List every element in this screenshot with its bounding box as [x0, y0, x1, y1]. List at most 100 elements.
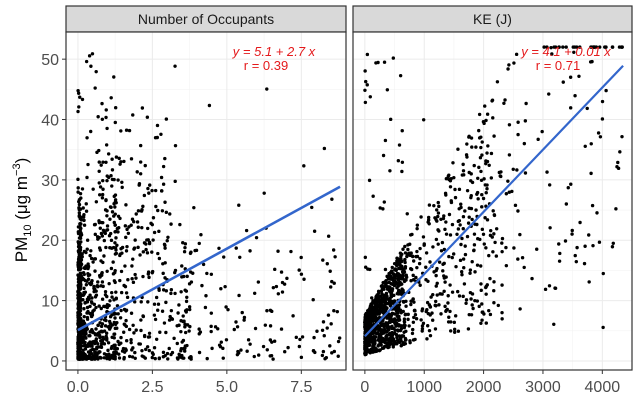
data-point — [322, 146, 327, 151]
x-tick-label: 2000 — [466, 379, 502, 396]
data-point — [447, 315, 451, 319]
data-point — [400, 277, 404, 281]
data-point — [160, 309, 165, 313]
data-point — [77, 202, 82, 207]
data-point — [121, 346, 126, 351]
data-point — [402, 342, 406, 347]
data-point — [78, 297, 82, 302]
data-point — [462, 173, 466, 177]
data-point — [187, 305, 192, 309]
data-point — [446, 294, 450, 298]
data-point — [478, 156, 483, 160]
data-point — [246, 338, 251, 342]
data-point — [329, 322, 333, 326]
data-point — [109, 266, 114, 271]
data-point — [474, 208, 478, 212]
data-point — [154, 337, 159, 341]
data-point — [522, 141, 527, 146]
data-point — [78, 191, 83, 196]
data-point — [372, 308, 377, 313]
data-point — [424, 309, 428, 314]
y-axis-title: PM10 (μg m−3) — [11, 158, 34, 263]
data-point — [403, 260, 407, 265]
data-point — [433, 327, 438, 331]
data-point — [385, 274, 389, 278]
data-point — [166, 235, 170, 239]
data-point — [427, 222, 431, 226]
data-point — [164, 289, 169, 293]
data-point — [456, 289, 460, 294]
data-point — [147, 240, 152, 245]
data-point — [99, 259, 103, 263]
data-point — [410, 331, 415, 336]
data-point — [76, 230, 81, 234]
data-point — [140, 225, 144, 230]
data-point — [103, 208, 108, 212]
data-point — [492, 232, 496, 236]
data-point — [453, 195, 458, 200]
data-point — [291, 314, 295, 318]
data-point — [411, 297, 415, 301]
data-point — [381, 336, 385, 341]
data-point — [107, 234, 112, 238]
data-point — [197, 327, 201, 331]
data-point — [382, 303, 387, 307]
data-point — [484, 161, 488, 166]
data-point — [98, 193, 102, 197]
data-point — [618, 150, 622, 154]
y-axis-sub: 10 — [22, 225, 34, 237]
data-point — [99, 163, 103, 167]
data-point — [117, 156, 121, 161]
data-point — [396, 277, 400, 281]
data-point — [112, 279, 117, 283]
data-point — [458, 258, 463, 263]
data-point — [104, 318, 108, 323]
data-point — [402, 330, 406, 335]
data-point — [437, 303, 441, 307]
data-point — [139, 160, 143, 164]
data-point — [500, 236, 505, 241]
data-point — [99, 344, 103, 349]
data-point — [177, 303, 181, 307]
data-point — [518, 232, 522, 237]
data-point — [197, 241, 201, 246]
data-point — [442, 289, 446, 293]
data-point — [156, 302, 161, 306]
data-point — [173, 291, 177, 296]
data-point — [456, 329, 461, 333]
data-point — [373, 346, 378, 350]
data-point — [484, 118, 488, 123]
data-point — [237, 293, 241, 298]
data-point — [161, 350, 166, 355]
data-point — [192, 205, 196, 210]
data-point — [381, 299, 385, 303]
data-point — [100, 101, 104, 106]
data-point — [78, 338, 82, 343]
data-point — [371, 194, 375, 198]
data-point — [403, 266, 408, 270]
data-point — [92, 257, 97, 261]
data-point — [84, 357, 89, 361]
data-point — [151, 238, 155, 242]
data-point — [94, 200, 99, 204]
data-point — [169, 308, 174, 313]
data-point — [456, 147, 460, 151]
data-point — [585, 106, 589, 111]
data-point — [475, 263, 480, 267]
data-point — [133, 356, 137, 360]
data-point — [382, 344, 387, 349]
data-point — [253, 326, 258, 331]
data-point — [142, 355, 146, 359]
data-point — [391, 56, 396, 60]
data-point — [113, 268, 117, 273]
data-point — [418, 283, 422, 287]
data-point — [131, 113, 135, 117]
data-point — [163, 353, 167, 358]
data-point — [173, 143, 178, 148]
data-point — [500, 283, 504, 287]
data-point — [402, 317, 407, 321]
data-point — [91, 347, 96, 352]
data-point — [179, 290, 183, 294]
data-point — [459, 242, 463, 247]
data-point — [112, 75, 116, 79]
